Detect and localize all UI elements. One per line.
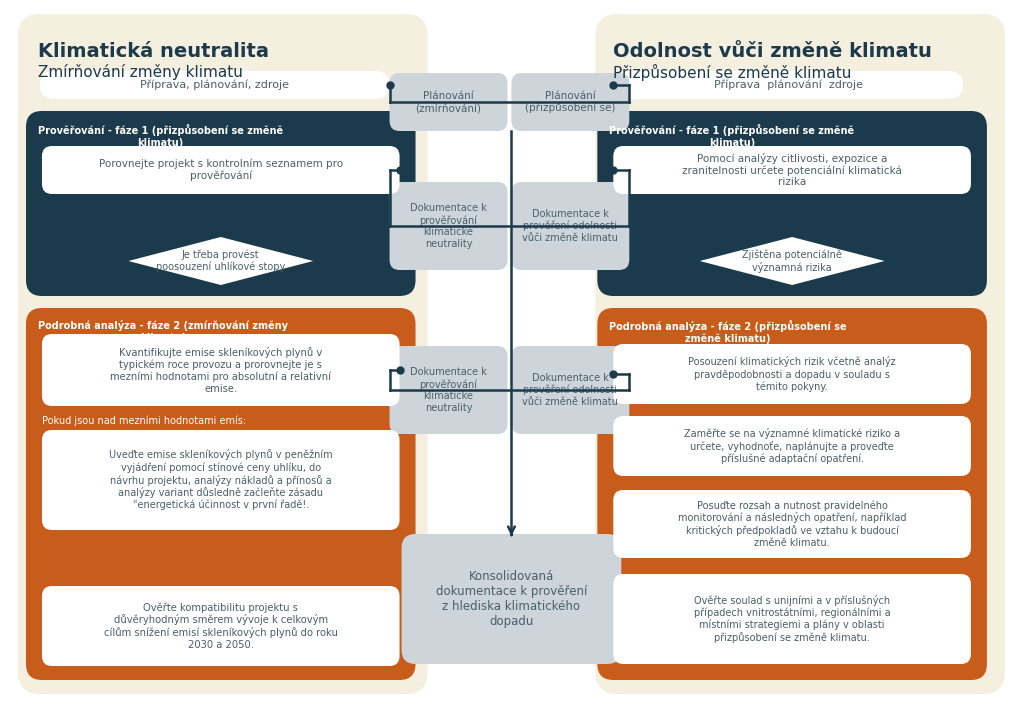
Text: Pomocí analýzy citlivosti, expozice a
zranitelnosti určete potenciální klimatick: Pomocí analýzy citlivosti, expozice a zr… (682, 153, 902, 188)
FancyBboxPatch shape (511, 182, 630, 270)
FancyBboxPatch shape (613, 490, 971, 558)
FancyBboxPatch shape (26, 111, 416, 296)
FancyBboxPatch shape (42, 586, 399, 666)
Polygon shape (128, 237, 313, 285)
Text: Podrobná analýza - fáze 2 (přizpůsobení se
změně klimatu): Podrobná analýza - fáze 2 (přizpůsobení … (609, 320, 847, 345)
FancyBboxPatch shape (389, 346, 508, 434)
FancyBboxPatch shape (597, 308, 987, 680)
Text: Dokumentace k
prověření odolnosti
vůči změně klimatu: Dokumentace k prověření odolnosti vůči z… (522, 373, 618, 407)
FancyBboxPatch shape (389, 182, 508, 270)
Text: Zmírňování změny klimatu: Zmírňování změny klimatu (38, 64, 243, 80)
Text: Kvantifikujte emise skleníkových plynů v
typickém roce provozu a prorovnejte je : Kvantifikujte emise skleníkových plynů v… (111, 347, 331, 394)
Text: Zjištěna potenciálně
významná rizika: Zjištěna potenciálně významná rizika (742, 249, 842, 273)
Text: Prověřování - fáze 1 (přizpůsobení se změně
klimatu): Prověřování - fáze 1 (přizpůsobení se zm… (38, 124, 283, 148)
Text: Posuďte rozsah a nutnost pravidelného
monitorování a následných opatření, napřík: Posuďte rozsah a nutnost pravidelného mo… (678, 500, 906, 548)
Text: Dokumentace k
prověřování
klimatické
neutrality: Dokumentace k prověřování klimatické neu… (410, 203, 487, 249)
FancyBboxPatch shape (597, 111, 987, 296)
FancyBboxPatch shape (401, 534, 622, 664)
FancyBboxPatch shape (42, 334, 399, 406)
Text: Prověřování - fáze 1 (přizpůsobení se změně
klimatu): Prověřování - fáze 1 (přizpůsobení se zm… (609, 124, 854, 148)
Text: Dokumentace k
prověření odolnosti
vůči změně klimatu: Dokumentace k prověření odolnosti vůči z… (522, 209, 618, 243)
FancyBboxPatch shape (613, 574, 971, 664)
Text: Plánování
(zmírňování): Plánování (zmírňování) (416, 91, 481, 113)
Text: Je třeba provést
poosouzení uhlíkové stopy: Je třeba provést poosouzení uhlíkové sto… (156, 250, 286, 272)
Text: Klimatická neutralita: Klimatická neutralita (38, 42, 269, 61)
FancyBboxPatch shape (42, 430, 399, 530)
FancyBboxPatch shape (511, 73, 630, 131)
FancyBboxPatch shape (40, 71, 389, 99)
Text: Příprava  plánování  zdroje: Příprava plánování zdroje (714, 80, 862, 90)
Text: Odolnost vůči změně klimatu: Odolnost vůči změně klimatu (613, 42, 932, 61)
Text: Posouzení klimatických rizik včetně analýz
pravděpodobnosti a dopadu v souladu s: Posouzení klimatických rizik včetně anal… (688, 356, 896, 392)
Text: Porovnejte projekt s kontrolním seznamem pro
prověřování: Porovnejte projekt s kontrolním seznamem… (98, 159, 343, 181)
Text: Podrobná analýza - fáze 2 (zmírňování změny
klimatu): Podrobná analýza - fáze 2 (zmírňování zm… (38, 320, 288, 342)
FancyBboxPatch shape (613, 71, 963, 99)
Text: Dokumentace k
prověřování
klimatické
neutrality: Dokumentace k prověřování klimatické neu… (410, 367, 487, 413)
FancyBboxPatch shape (613, 344, 971, 404)
Text: Uveďte emise skleníkových plynů v peněžním
vyjádření pomocí stínové ceny uhlíku,: Uveďte emise skleníkových plynů v peněžn… (109, 450, 333, 510)
Text: Příprava, plánování, zdroje: Příprava, plánování, zdroje (140, 80, 289, 90)
Text: Přizpůsobení se změně klimatu: Přizpůsobení se změně klimatu (613, 64, 852, 81)
FancyBboxPatch shape (595, 14, 1005, 694)
Text: Plánování
(přizpůsobení se): Plánování (přizpůsobení se) (525, 90, 615, 114)
Text: Zaměřte se na významné klimatické riziko a
určete, vyhodnoťe, naplánujte a prove: Zaměřte se na významné klimatické riziko… (684, 428, 900, 464)
Text: Ověřte kompatibilitu projektu s
důvěryhodným směrem vývoje k celkovým
cílům sníž: Ověřte kompatibilitu projektu s důvěryho… (103, 602, 338, 650)
Polygon shape (699, 237, 885, 285)
FancyBboxPatch shape (26, 308, 416, 680)
FancyBboxPatch shape (613, 416, 971, 476)
Text: Pokud jsou nad mezními hodnotami emís:: Pokud jsou nad mezními hodnotami emís: (42, 416, 246, 426)
FancyBboxPatch shape (42, 146, 399, 194)
Text: Ověřte soulad s unijními a v příslušných
případech vnitrostátními, regionálními : Ověřte soulad s unijními a v příslušných… (694, 595, 891, 643)
FancyBboxPatch shape (389, 73, 508, 131)
FancyBboxPatch shape (18, 14, 428, 694)
Text: Konsolidovaná
dokumentace k prověření
z hlediska klimatického
dopadu: Konsolidovaná dokumentace k prověření z … (436, 570, 587, 628)
FancyBboxPatch shape (613, 146, 971, 194)
FancyBboxPatch shape (511, 346, 630, 434)
